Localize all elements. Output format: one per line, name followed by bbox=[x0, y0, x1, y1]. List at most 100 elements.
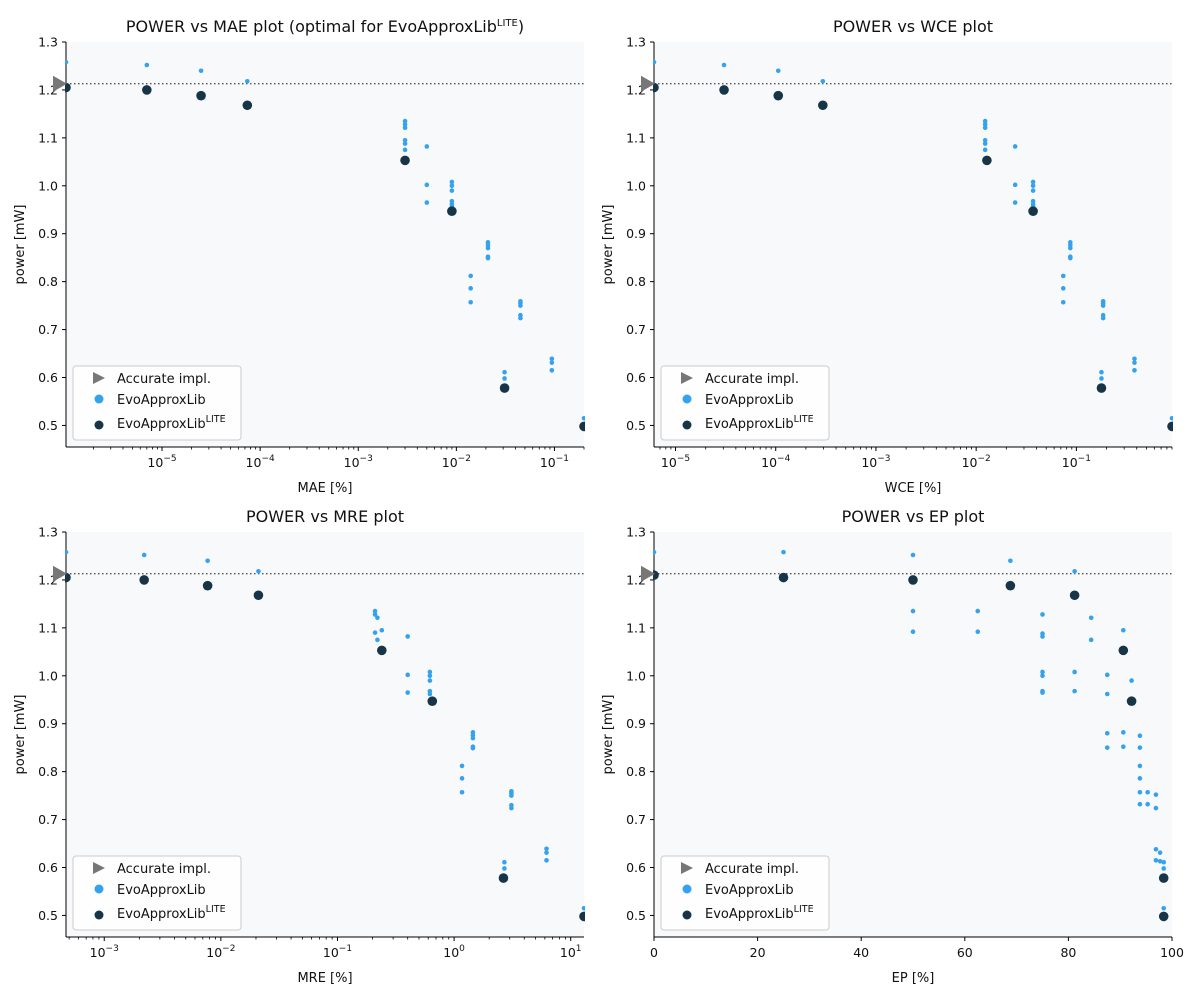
y-axis-label: power [mW] bbox=[13, 205, 28, 285]
evo-point bbox=[1145, 801, 1150, 807]
legend-box bbox=[72, 855, 242, 931]
evo-point bbox=[544, 858, 549, 863]
evo-point bbox=[502, 866, 507, 871]
evo-point bbox=[141, 552, 147, 558]
evo-point bbox=[405, 634, 410, 639]
legend-lite-marker bbox=[682, 420, 692, 430]
lite-point bbox=[139, 575, 149, 585]
y-tick-label: 0.6 bbox=[626, 860, 646, 875]
x-tick-label: 40 bbox=[853, 945, 869, 960]
evo-point bbox=[910, 608, 916, 614]
y-axis-ticks: 0.50.60.70.80.91.01.11.21.3 bbox=[38, 525, 66, 923]
evo-point bbox=[1137, 789, 1143, 795]
lite-point bbox=[196, 90, 206, 101]
legend-evo-marker bbox=[94, 394, 104, 404]
x-tick-label: 10−3 bbox=[344, 454, 373, 470]
accurate-marker bbox=[641, 75, 655, 92]
y-tick-label: 0.8 bbox=[626, 274, 646, 289]
evo-point bbox=[1132, 356, 1137, 362]
lite-point bbox=[1069, 590, 1080, 601]
lite-point bbox=[400, 155, 410, 166]
evo-point bbox=[424, 182, 430, 188]
evo-point bbox=[427, 673, 433, 679]
evo-point bbox=[1099, 369, 1104, 375]
evo-point bbox=[405, 672, 410, 678]
x-tick-label: 10−1 bbox=[323, 944, 352, 960]
legend-lite-label: EvoApproxLibLITE bbox=[705, 904, 814, 922]
legend: Accurate impl. EvoApproxLib EvoApproxLibLI… bbox=[72, 855, 242, 931]
evo-point bbox=[1121, 744, 1126, 750]
chart-wce: 0.50.60.70.80.91.01.11.21.310−5 10−4 10−3 1… bbox=[601, 17, 1173, 496]
legend-accurate-label: Accurate impl. bbox=[117, 372, 211, 387]
evo-point bbox=[1068, 255, 1073, 261]
evo-point bbox=[372, 612, 378, 617]
chart-mae: 0.50.60.70.80.91.01.11.21.310−5 10−4 10−3 1… bbox=[13, 17, 585, 496]
evo-point bbox=[549, 368, 555, 373]
evo-point bbox=[468, 286, 473, 291]
evo-point bbox=[549, 356, 555, 362]
accurate-marker bbox=[53, 75, 67, 92]
evo-point bbox=[1104, 745, 1110, 750]
lite-point bbox=[1167, 421, 1173, 432]
evo-point bbox=[468, 299, 473, 305]
legend-evo-label: EvoApproxLib bbox=[705, 883, 794, 898]
y-tick-label: 0.9 bbox=[38, 226, 58, 241]
x-tick-label: 10−1 bbox=[1062, 454, 1091, 470]
evo-point bbox=[1008, 558, 1013, 564]
lite-point bbox=[1126, 696, 1137, 706]
lite-point bbox=[1005, 580, 1016, 591]
evo-point bbox=[402, 125, 408, 131]
evo-point bbox=[1040, 673, 1045, 679]
legend-evo-label: EvoApproxLib bbox=[117, 393, 206, 408]
evo-point bbox=[402, 141, 408, 146]
evo-point bbox=[1100, 315, 1106, 321]
evo-point bbox=[1040, 669, 1045, 675]
evo-point bbox=[1153, 805, 1159, 811]
y-tick-label: 0.8 bbox=[38, 764, 58, 779]
lite-point bbox=[773, 90, 784, 101]
evo-point bbox=[372, 608, 378, 614]
y-tick-label: 0.5 bbox=[626, 908, 646, 923]
evo-point bbox=[581, 415, 585, 421]
evo-point bbox=[1153, 846, 1159, 852]
evo-point bbox=[1100, 303, 1106, 308]
lite-point bbox=[65, 82, 71, 93]
evo-point bbox=[1104, 731, 1110, 736]
evo-point bbox=[65, 549, 69, 555]
x-axis-ticks: 10−3 10−2 10−1 100 101 bbox=[90, 937, 582, 960]
chart-title: POWER vs MRE plot bbox=[246, 507, 404, 526]
y-tick-label: 1.1 bbox=[38, 130, 58, 145]
evo-point bbox=[509, 805, 514, 811]
x-tick-label: 60 bbox=[957, 945, 973, 960]
lite-point bbox=[253, 590, 264, 601]
y-axis-ticks: 0.50.60.70.80.91.01.11.21.3 bbox=[626, 525, 654, 923]
legend-accurate-label: Accurate impl. bbox=[705, 372, 799, 387]
y-tick-label: 1.3 bbox=[38, 525, 58, 540]
lite-point bbox=[579, 911, 585, 922]
y-tick-label: 0.7 bbox=[38, 322, 58, 337]
evo-point bbox=[1169, 415, 1173, 421]
evo-point bbox=[379, 627, 385, 633]
lite-point bbox=[778, 572, 789, 583]
x-axis-ticks: 10−5 10−4 10−3 10−2 10−1 bbox=[661, 447, 1091, 470]
evo-point bbox=[205, 558, 210, 564]
legend: Accurate impl. EvoApproxLib EvoApproxLibLI… bbox=[660, 365, 830, 441]
evo-point bbox=[1132, 368, 1137, 373]
evo-point bbox=[1030, 179, 1036, 185]
evo-point bbox=[1121, 730, 1126, 735]
evo-point bbox=[449, 183, 455, 189]
y-tick-label: 0.9 bbox=[38, 716, 58, 731]
lite-point bbox=[498, 873, 509, 883]
y-tick-label: 1.0 bbox=[38, 668, 58, 683]
evo-point bbox=[1030, 188, 1036, 193]
evo-point bbox=[975, 629, 981, 634]
evo-point bbox=[424, 200, 430, 205]
evo-point bbox=[1068, 245, 1073, 251]
x-tick-label: 10−5 bbox=[147, 454, 176, 470]
evo-point bbox=[402, 122, 408, 127]
legend-lite-label: EvoApproxLibLITE bbox=[705, 414, 814, 432]
evo-point bbox=[982, 141, 988, 146]
lite-point bbox=[818, 100, 828, 111]
evo-point bbox=[1157, 858, 1163, 864]
evo-point bbox=[581, 905, 585, 911]
